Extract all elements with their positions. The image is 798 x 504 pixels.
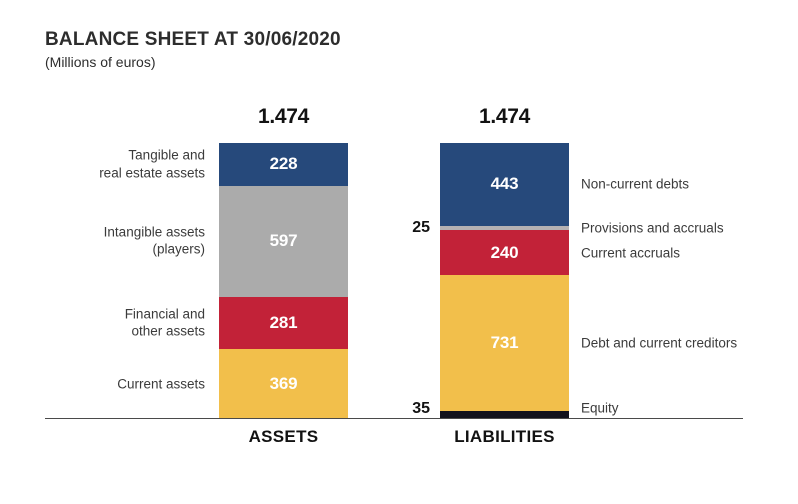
bar-segment-provisions-and-accruals	[440, 225, 569, 231]
side-label-current-accruals: Current accruals	[581, 245, 681, 261]
segment-value-non-current-debts: 443	[490, 174, 519, 194]
segment-value-intangible-assets-players: 597	[269, 231, 298, 251]
bar-segment-tangible-and-real-estate-assets: 228	[219, 143, 348, 186]
bar-segment-non-current-debts: 443	[440, 143, 569, 226]
bar-segment-current-accruals: 240	[440, 230, 569, 276]
segment-value-equity: 35	[412, 400, 430, 417]
side-label-tangible-and-real-estate-assets: Tangible and real estate assets	[99, 147, 205, 181]
bar-segment-financial-and-other-assets: 281	[219, 296, 348, 350]
side-label-current-assets: Current assets	[117, 375, 205, 391]
bar-total-liabilities: 1.474	[478, 105, 531, 128]
side-label-financial-and-other-assets: Financial and other assets	[124, 306, 205, 339]
segment-value-financial-and-other-assets: 281	[269, 313, 298, 332]
page-title: BALANCE SHEET AT 30/06/2020	[45, 29, 341, 50]
segment-value-debt-and-current-creditors: 731	[490, 333, 519, 353]
bar-segment-intangible-assets-players: 597	[219, 185, 348, 297]
segment-value-tangible-and-real-estate-assets: 228	[269, 154, 298, 174]
baseline-axis	[45, 418, 743, 419]
side-label-intangible-assets-players: Intangible assets (players)	[103, 224, 205, 258]
side-label-provisions-and-accruals: Provisions and accruals	[581, 220, 724, 236]
segment-value-current-assets: 369	[269, 373, 298, 393]
bar-segment-debt-and-current-creditors: 731	[440, 275, 569, 412]
bar-total-assets: 1.474	[257, 105, 310, 128]
page-subtitle: (Millions of euros)	[45, 54, 156, 70]
column-name-assets: ASSETS	[248, 427, 319, 446]
side-label-non-current-debts: Non-current debts	[581, 176, 690, 192]
bar-segment-current-assets: 369	[219, 349, 348, 418]
side-label-debt-and-current-creditors: Debt and current creditors	[581, 335, 738, 351]
side-label-equity: Equity	[581, 400, 619, 416]
segment-value-provisions-and-accruals: 25	[412, 218, 430, 236]
segment-value-current-accruals: 240	[490, 242, 519, 262]
column-name-liabilities: LIABILITIES	[454, 427, 555, 446]
bar-segment-equity	[440, 411, 569, 418]
